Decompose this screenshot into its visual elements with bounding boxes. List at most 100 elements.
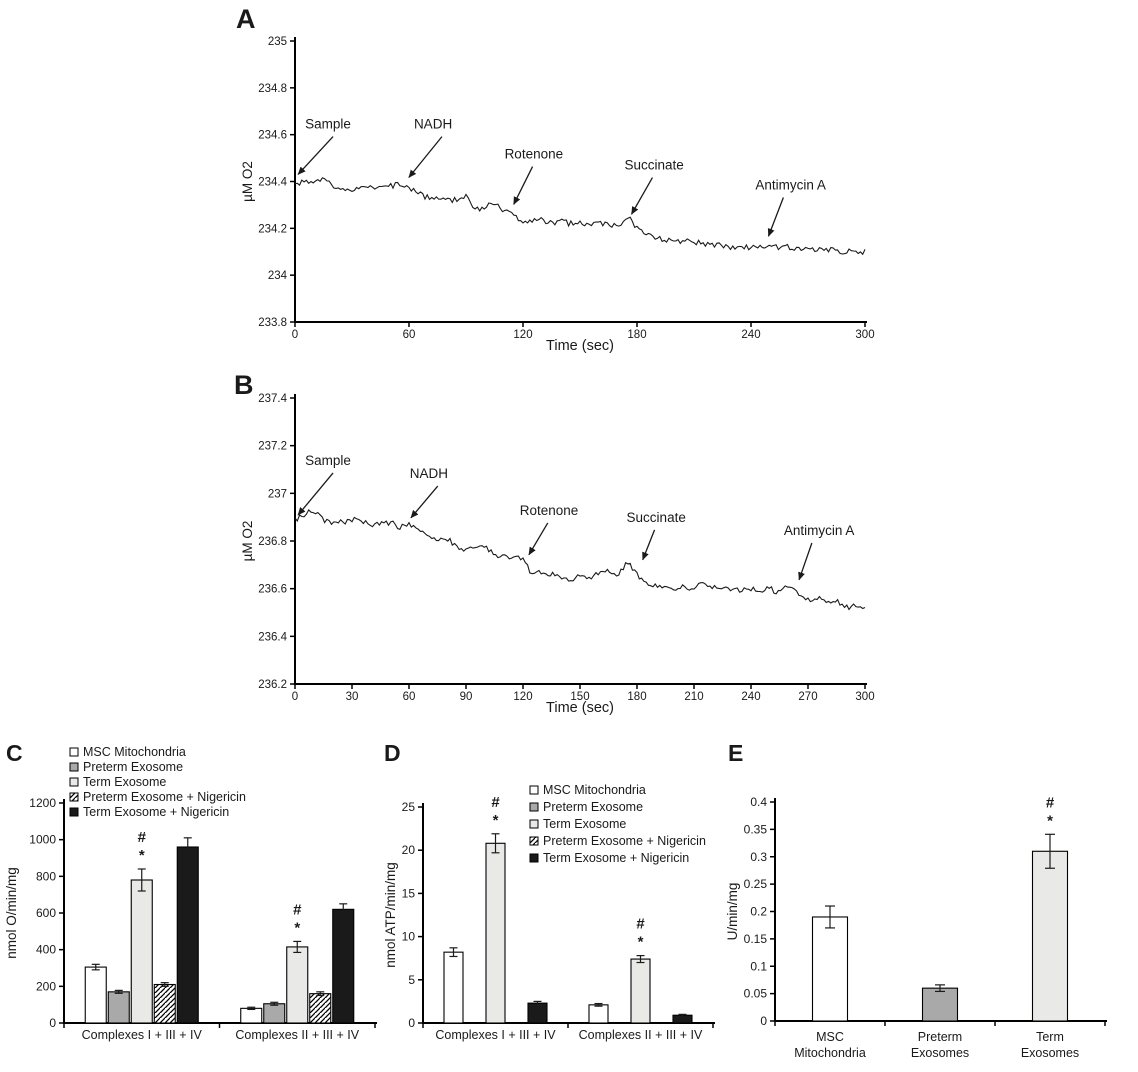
legend-item: Term Exosome + Nigericin <box>529 851 689 865</box>
category-label: Complexes II + III + IV <box>235 1028 359 1042</box>
y-tick-label: 236.4 <box>258 631 287 643</box>
significance-marker: * <box>139 847 145 864</box>
panel-label-a: A <box>236 4 256 34</box>
y-tick-label: 0.3 <box>750 850 767 864</box>
annotation-arrow <box>630 177 654 215</box>
annotation-arrow <box>767 197 784 237</box>
annotation-label: Sample <box>305 117 351 132</box>
y-tick-label: 10 <box>402 930 416 944</box>
annotation-label: Antimycin A <box>784 523 855 538</box>
y-tick-label: 0.4 <box>750 795 767 809</box>
y-tick-label: 200 <box>36 979 56 993</box>
x-tick-label: 240 <box>741 329 760 341</box>
legend-label: MSC Mitochondria <box>83 745 186 759</box>
significance-marker: # <box>293 901 302 918</box>
y-tick-label: 5 <box>408 973 415 987</box>
bar <box>107 991 130 1024</box>
o2-trace <box>294 508 866 611</box>
legend-swatch <box>69 762 79 772</box>
panel-a-line-chart: 233.8 234 234.2 234.4 234.6 234.8 235 µM O2 0 60 1… <box>240 36 875 354</box>
legend-label: Preterm Exosome <box>83 760 183 774</box>
y-tick-label: 235 <box>268 36 287 48</box>
category-label: Exosomes <box>911 1046 969 1060</box>
y-tick-label: 25 <box>402 800 416 814</box>
legend-swatch <box>529 785 539 795</box>
y-tick-label: 237.4 <box>258 393 287 405</box>
bar <box>443 951 464 1024</box>
y-axis-label: nmol ATP/min/mg <box>383 862 398 968</box>
annotation-label: NADH <box>414 117 452 132</box>
panel-b-line-chart: 236.2 236.4 236.6 236.8 237 237.2 237.4 µM O2 0 3… <box>240 393 875 716</box>
y-tick-label: 0.2 <box>750 905 767 919</box>
y-tick-label: 15 <box>402 886 416 900</box>
legend-item: Preterm Exosome + Nigericin <box>69 790 246 804</box>
bar <box>332 908 355 1024</box>
x-tick-label: 30 <box>346 691 359 703</box>
panel-e-bar-chart: 0 0.05 0.1 0.15 0.2 0.25 0.3 0.35 0.4 U/min/mg MSC… <box>725 794 1107 1060</box>
y-tick-label: 400 <box>36 943 56 957</box>
bar <box>309 993 332 1024</box>
significance-marker: * <box>1047 812 1053 829</box>
panel-label-c: C <box>6 740 23 766</box>
legend-label: Preterm Exosome + Nigericin <box>83 790 246 804</box>
legend-swatch <box>529 819 539 829</box>
significance-marker: # <box>1046 794 1055 811</box>
significance-marker: # <box>636 916 645 933</box>
x-tick-label: 90 <box>460 691 473 703</box>
x-tick-label: 60 <box>403 329 416 341</box>
y-tick-label: 1200 <box>29 796 56 810</box>
bar <box>153 983 176 1024</box>
y-tick-label: 0 <box>408 1016 415 1030</box>
annotation-label: Rotenone <box>505 147 564 162</box>
x-axis-label: Time (sec) <box>546 700 614 716</box>
y-tick-label: 0.25 <box>744 877 768 891</box>
y-tick-label: 1000 <box>29 833 56 847</box>
bar <box>527 1002 548 1024</box>
legend-item: Preterm Exosome <box>69 760 183 774</box>
annotation-arrow <box>410 485 439 519</box>
category-label: Exosomes <box>1021 1046 1079 1060</box>
y-tick-label: 0 <box>49 1016 56 1030</box>
annotation-arrow <box>297 136 334 175</box>
x-tick-label: 180 <box>627 691 646 703</box>
legend-label: Preterm Exosome <box>543 800 643 814</box>
legend-label: MSC Mitochondria <box>543 783 646 797</box>
legend-item: MSC Mitochondria <box>529 783 646 797</box>
x-tick-label: 180 <box>627 329 646 341</box>
bar <box>485 842 506 1024</box>
legend-item: Preterm Exosome + Nigericin <box>529 834 706 848</box>
legend-swatch <box>69 807 79 817</box>
annotation-label: Succinate <box>624 158 683 173</box>
significance-marker: * <box>493 812 499 829</box>
y-tick-label: 600 <box>36 906 56 920</box>
annotation-label: NADH <box>410 466 448 481</box>
x-tick-label: 0 <box>292 691 298 703</box>
y-tick-label: 234.4 <box>258 177 287 189</box>
category-label: Mitochondria <box>794 1046 866 1060</box>
y-tick-label: 20 <box>402 843 416 857</box>
bar <box>176 846 199 1024</box>
x-tick-label: 300 <box>855 329 874 341</box>
x-tick-label: 300 <box>855 691 874 703</box>
annotation-arrow <box>513 166 534 205</box>
y-tick-label: 234.6 <box>258 130 287 142</box>
y-axis-label: µM O2 <box>240 161 255 202</box>
annotation-label: Succinate <box>627 510 686 525</box>
x-tick-label: 120 <box>513 329 532 341</box>
legend-label: Term Exosome <box>543 817 626 831</box>
y-tick-label: 236.2 <box>258 679 287 691</box>
bar <box>130 879 153 1024</box>
x-tick-label: 0 <box>292 329 298 341</box>
legend-item: MSC Mitochondria <box>69 745 186 759</box>
y-tick-label: 0.05 <box>744 987 768 1001</box>
significance-marker: * <box>638 934 644 951</box>
legend-swatch <box>69 777 79 787</box>
y-axis-label: U/min/mg <box>725 883 740 941</box>
annotation-label: Antimycin A <box>755 177 826 192</box>
y-tick-label: 236.6 <box>258 584 287 596</box>
annotation-arrow <box>798 542 813 581</box>
legend-item: Term Exosome <box>69 775 166 789</box>
category-label: MSC <box>816 1030 844 1044</box>
